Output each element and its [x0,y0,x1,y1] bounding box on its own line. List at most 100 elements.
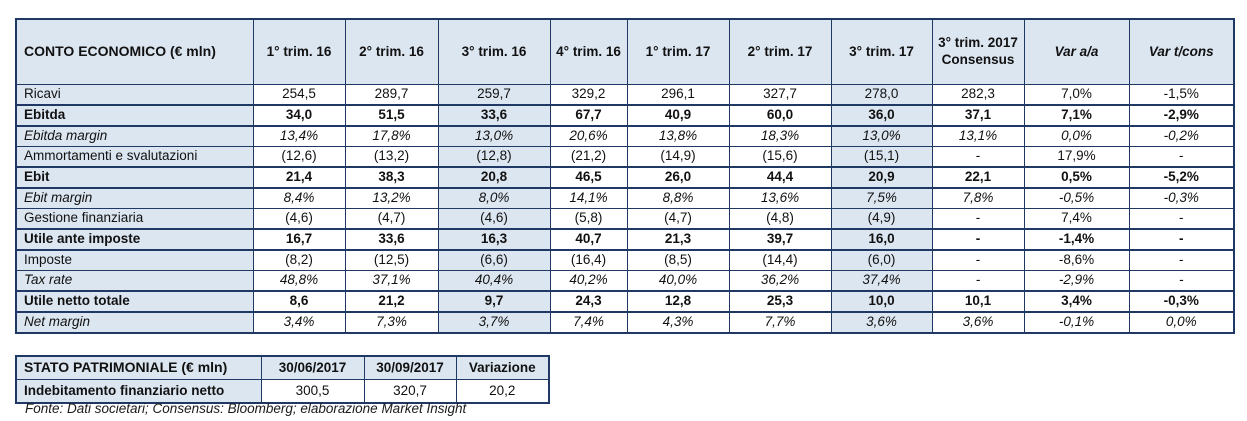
value-cell: - [1128,249,1235,271]
value-cell: -2,9% [1128,104,1235,127]
column-header: 4° trim. 16 [549,18,628,85]
value-cell: 320,7 [363,379,457,404]
value-cell: (8,5) [626,249,730,271]
value-cell: (12,5) [344,249,439,271]
row-label: Indebitamento finanziario netto [15,379,262,404]
value-cell: 9,7 [437,290,551,313]
value-cell: - [1128,208,1235,230]
table-row: Ebit margin 8,4% 13,2% 8,0% 14,1% 8,8% 13,6% 7,… [15,187,1235,209]
value-cell: 3,4% [1023,290,1130,313]
value-cell: - [931,228,1025,251]
value-cell: 16,0 [830,228,933,251]
table-row: Utile ante imposte 16,7 33,6 16,3 40,7 21,3 39… [15,228,1235,251]
value-cell: 4,3% [626,311,730,334]
value-cell: 13,0% [830,125,933,147]
row-label: Ebit margin [15,187,254,209]
value-cell: -1,4% [1023,228,1130,251]
value-cell: 37,1% [344,270,439,292]
value-cell: -0,1% [1023,311,1130,334]
row-label: Ammortamenti e svalutazioni [15,146,254,168]
table-row: Gestione finanziaria (4,6) (4,7) (4,6) (5,8)… [15,208,1235,230]
value-cell: -0,3% [1128,187,1235,209]
value-cell: (12,8) [437,146,551,168]
value-cell: 21,4 [252,166,346,189]
table-row: Indebitamento finanziario netto 300,5 320,… [15,379,550,404]
table-row: Tax rate 48,8% 37,1% 40,4% 40,2% 40,0% 36,2% 37… [15,270,1235,292]
value-cell: 37,4% [830,270,933,292]
table-row: Imposte (8,2) (12,5) (6,6) (16,4) (8,5) (14,4)… [15,249,1235,271]
value-cell: (15,6) [728,146,832,168]
value-cell: - [931,208,1025,230]
value-cell: 12,8 [626,290,730,313]
value-cell: 10,0 [830,290,933,313]
value-cell: (4,8) [728,208,832,230]
value-cell: 21,3 [626,228,730,251]
value-cell: (4,7) [344,208,439,230]
value-cell: 13,6% [728,187,832,209]
value-cell: 13,1% [931,125,1025,147]
column-header: 1° trim. 17 [626,18,730,85]
value-cell: 20,8 [437,166,551,189]
value-cell: 13,8% [626,125,730,147]
value-cell: 8,6 [252,290,346,313]
value-cell: 51,5 [344,104,439,127]
value-cell: 40,9 [626,104,730,127]
value-cell: 3,6% [931,311,1025,334]
table-row: Ebitda 34,0 51,5 33,6 67,7 40,9 60,0 36,0 37,1 7,… [15,104,1235,127]
value-cell: 3,7% [437,311,551,334]
value-cell: 21,2 [344,290,439,313]
value-cell: - [1128,146,1235,168]
column-header: Var a/a [1023,18,1130,85]
value-cell: 14,1% [549,187,628,209]
balance-table-body: Indebitamento finanziario netto 300,5 320,… [15,379,550,404]
value-cell: (15,1) [830,146,933,168]
value-cell: (4,6) [252,208,346,230]
balance-sheet-table: STATO PATRIMONIALE (€ mln) 30/06/2017 30/0… [15,355,550,404]
value-cell: 38,3 [344,166,439,189]
table-title: CONTO ECONOMICO (€ mln) [15,18,254,85]
value-cell: 7,5% [830,187,933,209]
value-cell: 7,8% [931,187,1025,209]
value-cell: - [1128,270,1235,292]
value-cell: 40,4% [437,270,551,292]
value-cell: (13,2) [344,146,439,168]
value-cell: (21,2) [549,146,628,168]
column-header: 30/06/2017 [260,355,365,380]
value-cell: 3,4% [252,311,346,334]
value-cell: -2,9% [1023,270,1130,292]
value-cell: - [931,270,1025,292]
column-header: Variazione [455,355,550,380]
value-cell: 46,5 [549,166,628,189]
value-cell: 7,4% [1023,208,1130,230]
value-cell: 26,0 [626,166,730,189]
value-cell: 10,1 [931,290,1025,313]
value-cell: (4,9) [830,208,933,230]
value-cell: 13,0% [437,125,551,147]
value-cell: 22,1 [931,166,1025,189]
value-cell: 300,5 [260,379,365,404]
value-cell: 67,7 [549,104,628,127]
value-cell: 0,0% [1128,311,1235,334]
balance-table-header: STATO PATRIMONIALE (€ mln) 30/06/2017 30/0… [15,355,550,380]
row-label: Utile netto totale [15,290,254,313]
value-cell: - [1128,228,1235,251]
value-cell: 36,0 [830,104,933,127]
value-cell: 20,2 [455,379,550,404]
value-cell: 20,9 [830,166,933,189]
value-cell: - [931,146,1025,168]
value-cell: (5,8) [549,208,628,230]
value-cell: 8,0% [437,187,551,209]
value-cell: 7,1% [1023,104,1130,127]
table-title: STATO PATRIMONIALE (€ mln) [15,355,262,380]
value-cell: 17,9% [1023,146,1130,168]
value-cell: 7,3% [344,311,439,334]
table-row: Ricavi 254,5 289,7 259,7 329,2 296,1 327,7 278,… [15,84,1235,106]
value-cell: 3,6% [830,311,933,334]
value-cell: 36,2% [728,270,832,292]
row-label: Ebitda [15,104,254,127]
value-cell: 40,2% [549,270,628,292]
value-cell: -0,5% [1023,187,1130,209]
income-table-body: Ricavi 254,5 289,7 259,7 329,2 296,1 327,7 278,… [15,84,1235,334]
value-cell: 8,8% [626,187,730,209]
